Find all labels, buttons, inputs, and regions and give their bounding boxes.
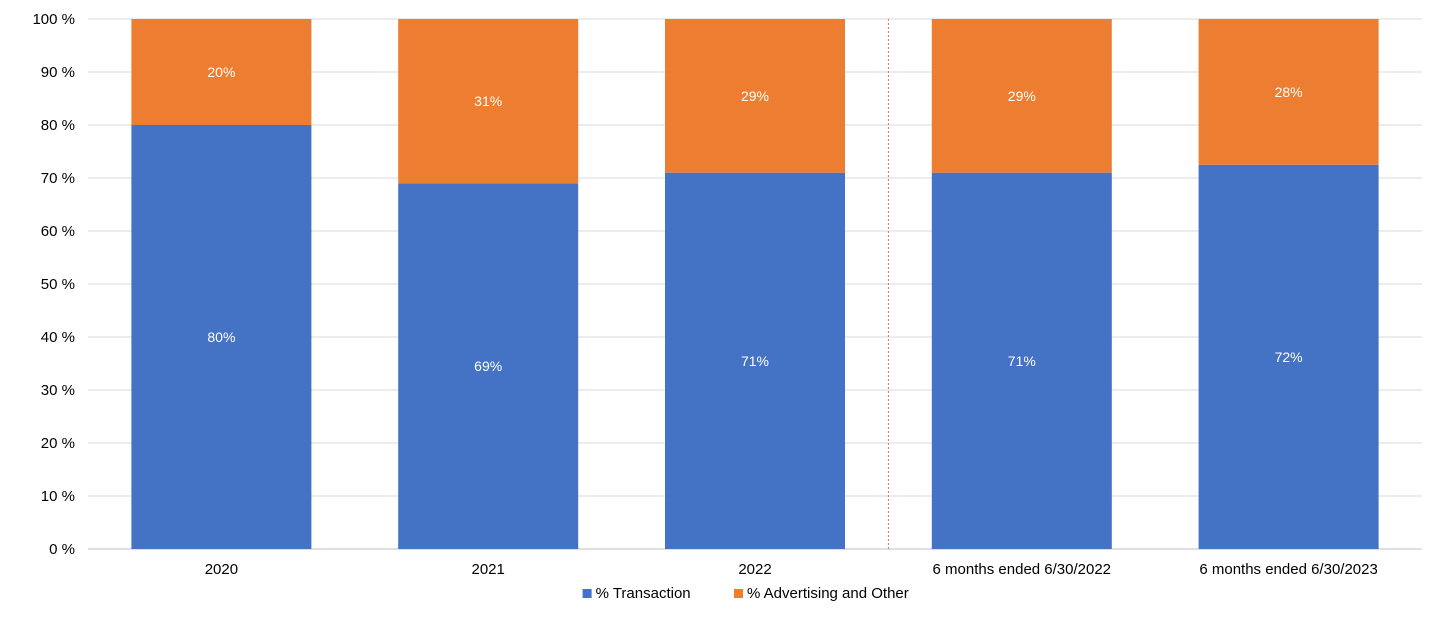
bar-segment-advertising-1 (398, 19, 579, 184)
legend-label: % Transaction (596, 585, 691, 602)
y-tick-label: 40 % (41, 329, 75, 346)
data-label: 28% (1275, 84, 1303, 100)
y-tick-label: 50 % (41, 276, 75, 293)
x-category-label: 2022 (738, 561, 771, 578)
x-category-label: 6 months ended 6/30/2023 (1199, 561, 1377, 578)
bar-segment-advertising-3 (931, 19, 1112, 173)
y-tick-label: 60 % (41, 223, 75, 240)
x-category-label: 6 months ended 6/30/2022 (933, 561, 1111, 578)
y-tick-label: 70 % (41, 170, 75, 187)
bar-segment-advertising-4 (1198, 19, 1379, 165)
data-label: 69% (474, 358, 502, 374)
bar-segment-transaction-3 (931, 172, 1112, 549)
data-label: 80% (207, 329, 235, 345)
y-tick-label: 80 % (41, 117, 75, 134)
y-tick-label: 90 % (41, 64, 75, 81)
bar-segment-advertising-0 (131, 19, 312, 125)
y-tick-label: 20 % (41, 435, 75, 452)
data-label: 71% (1008, 353, 1036, 369)
data-label: 71% (741, 353, 769, 369)
x-category-label: 2020 (205, 561, 238, 578)
legend-swatch-advertising (734, 589, 743, 598)
axes: 0 % 10 % 20 % 30 % 40 % 50 % 60 % 70 % 80 % 90 % 1… (32, 11, 1377, 578)
data-label: 29% (1008, 88, 1036, 104)
legend: % Transaction % Advertising and Other (582, 585, 909, 602)
y-tick-label: 30 % (41, 382, 75, 399)
x-category-label: 2021 (472, 561, 505, 578)
bar-segment-transaction-2 (665, 172, 845, 549)
bar-segment-transaction-0 (131, 125, 312, 549)
data-labels: 80% 20% 69% 31% 71% 29% 71% 29% 72% 28% (207, 64, 1302, 374)
y-tick-label: 100 % (32, 11, 75, 28)
bar-segment-advertising-2 (665, 19, 845, 173)
data-label: 29% (741, 88, 769, 104)
legend-label: % Advertising and Other (747, 585, 909, 602)
y-tick-label: 10 % (41, 488, 75, 505)
data-label: 20% (207, 64, 235, 80)
data-label: 31% (474, 93, 502, 109)
y-tick-label: 0 % (49, 541, 75, 558)
legend-swatch-transaction (582, 589, 592, 598)
bars (131, 19, 1379, 550)
bar-segment-transaction-4 (1198, 164, 1379, 549)
data-label: 72% (1275, 349, 1303, 365)
bar-segment-transaction-1 (398, 183, 579, 550)
